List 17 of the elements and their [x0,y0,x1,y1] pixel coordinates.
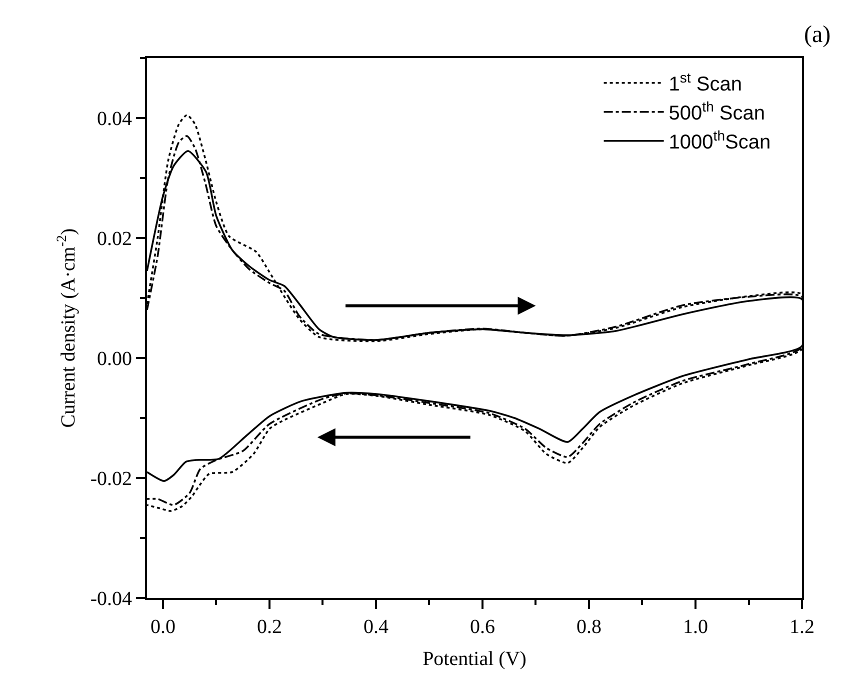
y-tick-label: 0.02 [97,228,132,250]
text: (a) [804,22,831,48]
x-tick-label: 0.4 [363,616,388,638]
legend-label: 1000$^{th}$Scan [668,127,771,154]
x-tick-label: 1.2 [790,616,814,638]
y-tick-label: 0.04 [97,108,132,130]
legend-label: 500$^{th}$ Scan [668,98,766,125]
x-tick-label: 0.6 [470,616,495,638]
y-tick-label: -0.02 [90,468,132,490]
x-tick-label: 0.0 [150,616,176,638]
y-tick-label: 0.00 [97,348,132,370]
legend-label: 1$^{st}$ Scan [668,69,742,96]
x-tick-label: 0.2 [256,616,282,638]
x-axis-title: Potential (V) [422,648,526,670]
x-tick-label: 0.8 [576,616,602,638]
x-tick-label: 1.0 [683,616,708,638]
y-tick-label: -0.04 [90,588,132,610]
